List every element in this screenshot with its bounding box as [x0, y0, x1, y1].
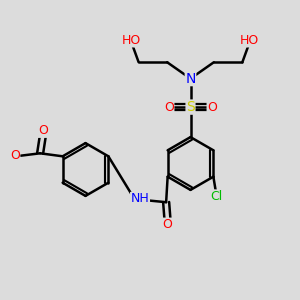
Text: HO: HO — [240, 34, 260, 47]
Text: O: O — [10, 149, 20, 162]
Text: O: O — [164, 100, 174, 114]
Text: Cl: Cl — [210, 190, 223, 203]
Text: H: H — [9, 151, 17, 161]
Text: S: S — [186, 100, 195, 114]
Text: O: O — [163, 218, 172, 231]
Text: HO: HO — [122, 34, 141, 47]
Text: NH: NH — [131, 192, 149, 206]
Text: O: O — [38, 124, 48, 137]
Text: O: O — [207, 100, 217, 114]
Text: N: N — [185, 72, 196, 86]
